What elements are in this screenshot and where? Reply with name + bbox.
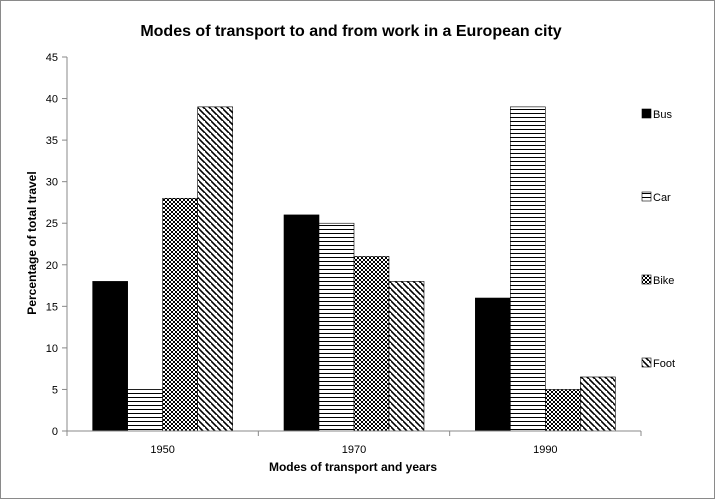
y-tick-label: 5 bbox=[52, 384, 58, 396]
y-tick-label: 15 bbox=[46, 301, 58, 313]
legend-label-bike: Bike bbox=[653, 275, 674, 287]
y-tick-label: 10 bbox=[46, 343, 58, 355]
legend-label-bus: Bus bbox=[653, 109, 672, 121]
y-tick-label: 0 bbox=[52, 426, 58, 438]
legend-swatch-car bbox=[641, 191, 652, 202]
y-tick-label: 30 bbox=[46, 177, 58, 189]
legend-swatch-bus bbox=[641, 108, 652, 119]
bar-bus-1970 bbox=[283, 214, 320, 432]
bars bbox=[92, 106, 616, 432]
x-tick-label: 1950 bbox=[150, 444, 174, 456]
y-tick-label: 35 bbox=[46, 135, 58, 147]
x-axis-ticks: 1950 1970 1990 bbox=[66, 431, 642, 456]
y-axis-label: Percentage of total travel bbox=[25, 171, 39, 314]
bar-bike-1970 bbox=[353, 256, 390, 432]
bar-bike-1990 bbox=[545, 389, 581, 432]
bar-car-1970 bbox=[318, 222, 355, 432]
bar-foot-1950 bbox=[197, 106, 233, 432]
y-tick-label: 25 bbox=[46, 218, 58, 230]
x-axis-label: Modes of transport and years bbox=[269, 460, 437, 474]
bar-bus-1990 bbox=[475, 297, 511, 432]
legend-label-foot: Foot bbox=[653, 358, 675, 370]
legend-swatch-bike bbox=[641, 274, 652, 285]
bar-car-1990 bbox=[510, 106, 546, 432]
x-tick-label: 1970 bbox=[342, 444, 366, 456]
legend: Bus Car Bike Foot bbox=[641, 108, 675, 370]
y-tick-label: 20 bbox=[46, 260, 58, 272]
x-tick-label: 1990 bbox=[533, 444, 557, 456]
bar-car-1950 bbox=[127, 389, 163, 432]
bar-bus-1950 bbox=[92, 281, 128, 432]
bar-foot-1970 bbox=[388, 281, 425, 432]
bar-bike-1950 bbox=[162, 197, 198, 432]
legend-label-car: Car bbox=[653, 192, 671, 204]
y-axis-ticks: 0 5 10 15 20 25 30 35 40 45 bbox=[46, 52, 67, 438]
chart-title: Modes of transport to and from work in a… bbox=[140, 23, 561, 40]
legend-swatch-foot bbox=[641, 357, 652, 368]
bar-foot-1990 bbox=[580, 376, 616, 432]
y-tick-label: 40 bbox=[46, 94, 58, 106]
y-tick-label: 45 bbox=[46, 52, 58, 64]
